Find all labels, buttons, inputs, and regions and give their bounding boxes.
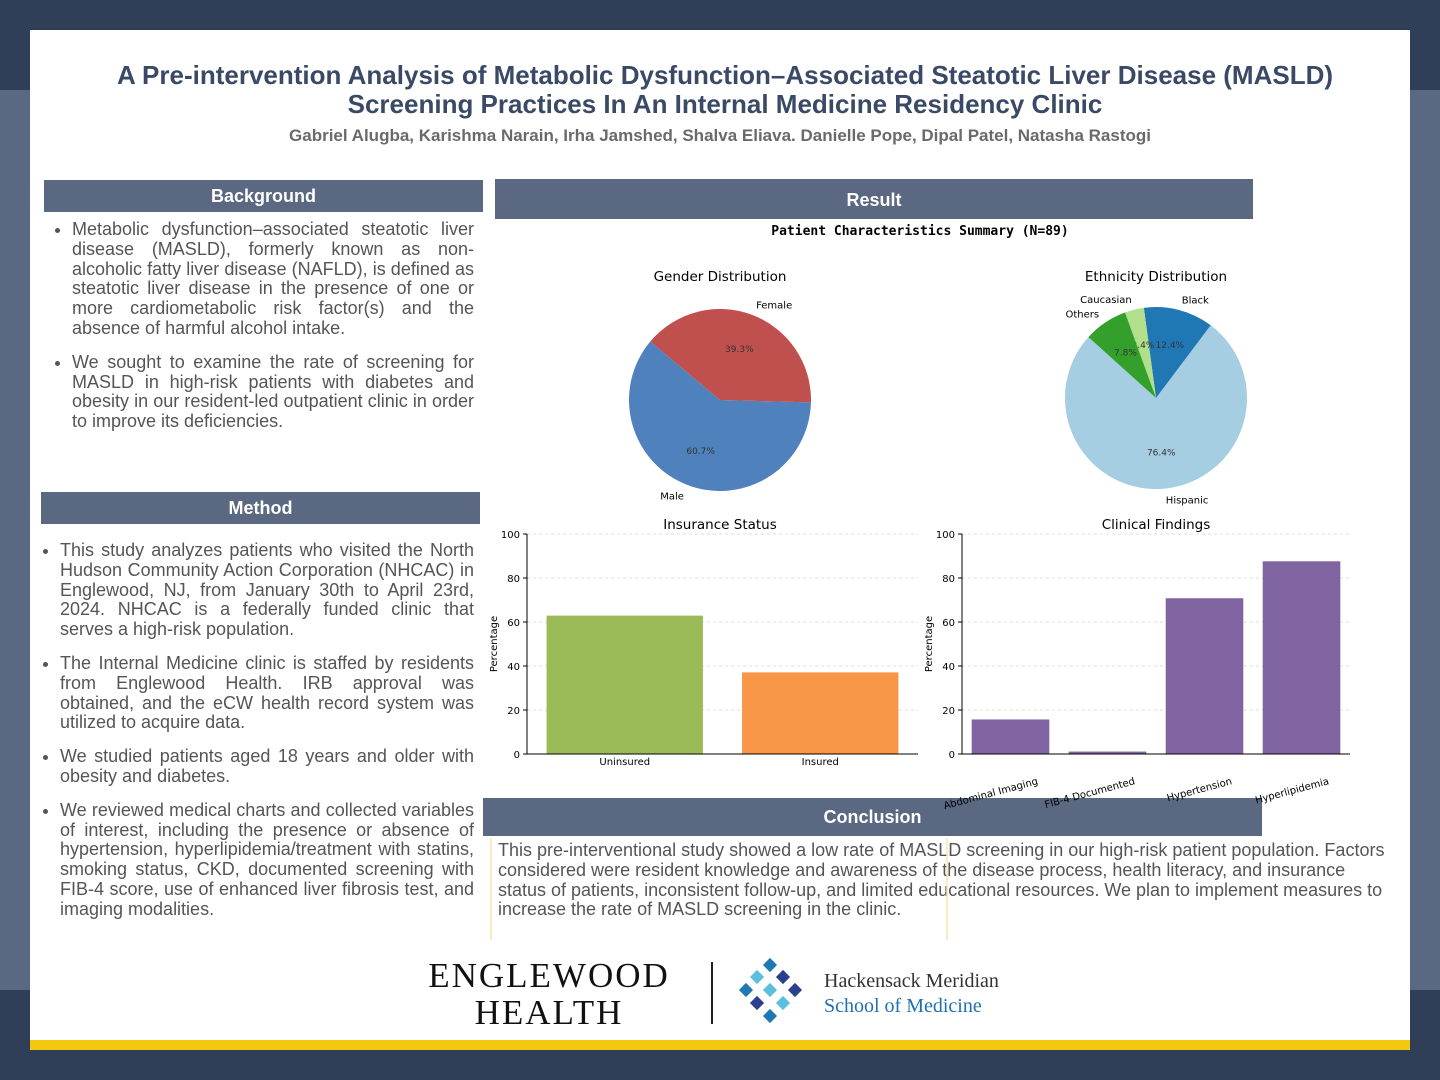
authors: Gabriel Alugba, Karishma Narain, Irha Ja… (289, 126, 1151, 145)
y-tick-label: 80 (507, 574, 520, 585)
y-tick-label: 60 (507, 618, 520, 629)
y-tick-label: 20 (942, 706, 955, 717)
bullet: This study analyzes patients who visited… (60, 540, 474, 640)
slice-label: Hispanic (1166, 495, 1209, 506)
pie-slice (629, 341, 811, 491)
conclusion-text: This pre-interventional study showed a l… (498, 840, 1385, 920)
title: Screening Practices In An Internal Medic… (347, 89, 1103, 119)
logo-text: ENGLEWOOD (428, 956, 670, 995)
slice-value-label: 3.4% (1132, 341, 1155, 351)
x-tick-label: Uninsured (599, 757, 650, 768)
chart-title: Insurance Status (663, 517, 777, 533)
slice-label: Female (756, 301, 792, 312)
y-tick-label: 0 (949, 750, 955, 761)
section-heading: Background (44, 180, 483, 212)
pie-slice (1088, 312, 1156, 398)
pie-slice (1065, 325, 1247, 490)
pie-slice (1143, 307, 1211, 398)
y-tick-label: 80 (942, 574, 955, 585)
y-tick-label: 40 (942, 662, 955, 673)
y-tick-label: 0 (514, 750, 520, 761)
y-tick-label: 100 (936, 530, 955, 541)
pie-slice (650, 309, 812, 403)
x-tick-label: Hypertension (1166, 776, 1233, 804)
figure-title: Patient Characteristics Summary (N=89) (771, 224, 1068, 239)
x-tick-label: FIB-4 Documented (1044, 776, 1137, 811)
bullet: We studied patients aged 18 years and ol… (60, 746, 474, 787)
bar (546, 615, 703, 754)
y-tick-label: 20 (507, 706, 520, 717)
y-tick-label: 40 (507, 662, 520, 673)
slice-label: Black (1182, 295, 1209, 306)
bullet: We sought to examine the rate of screeni… (72, 352, 474, 432)
y-tick-label: 60 (942, 618, 955, 629)
logo-text: School of Medicine (824, 995, 982, 1017)
logo-text: HEALTH (475, 993, 624, 1032)
bullet: The Internal Medicine clinic is staffed … (60, 653, 474, 733)
bar (1165, 598, 1244, 754)
logo-text: Hackensack Meridian (824, 970, 999, 992)
chart-title: Ethnicity Distribution (1085, 269, 1227, 285)
section-heading: Conclusion (483, 798, 1262, 836)
x-tick-label: Abdominal Imaging (943, 776, 1040, 812)
y-axis-label: Percentage (924, 616, 935, 672)
bar (1262, 561, 1341, 754)
title: A Pre-intervention Analysis of Metabolic… (116, 60, 1334, 90)
chart-title: Gender Distribution (654, 269, 787, 285)
bullet-list: This study analyzes patients who visited… (32, 540, 474, 934)
slice-value-label: 60.7% (686, 447, 715, 457)
slice-label: Caucasian (1080, 295, 1132, 306)
logo-icon (738, 957, 803, 1024)
section-heading: Method (41, 492, 480, 524)
bar (1068, 751, 1147, 754)
slice-value-label: 7.8% (1114, 349, 1137, 359)
section-heading: Result (495, 179, 1253, 219)
y-tick-label: 100 (501, 530, 520, 541)
slice-label: Male (660, 491, 684, 502)
bar (971, 719, 1050, 754)
bullet: We reviewed medical charts and collected… (60, 800, 474, 920)
bar (742, 672, 899, 754)
slice-value-label: 12.4% (1156, 341, 1185, 351)
y-axis-label: Percentage (489, 616, 500, 672)
bullet-list: Metabolic dysfunction–associated steatot… (44, 219, 474, 446)
x-tick-label: Insured (802, 757, 839, 768)
pie-slice (1124, 307, 1156, 398)
accent-bar (30, 1040, 1410, 1050)
slice-label: Others (1065, 309, 1099, 320)
chart-title: Clinical Findings (1102, 517, 1211, 533)
slice-value-label: 76.4% (1147, 448, 1176, 458)
slice-value-label: 39.3% (725, 345, 754, 355)
bullet: Metabolic dysfunction–associated steatot… (72, 219, 474, 339)
x-tick-label: Hyperlipidemia (1254, 776, 1330, 806)
